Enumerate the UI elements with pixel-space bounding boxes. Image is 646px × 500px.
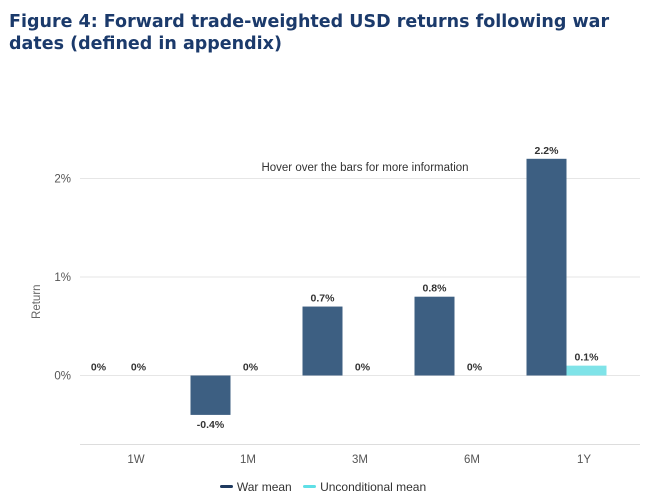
x-tick-label: 6M	[464, 454, 480, 466]
x-tick-label: 1M	[240, 454, 256, 466]
data-label: 0%	[131, 362, 147, 374]
legend-item-war-mean[interactable]: War mean	[219, 480, 292, 494]
legend-label-unconditional-mean: Unconditional mean	[320, 480, 427, 494]
x-tick-label: 1W	[127, 454, 144, 466]
bar-war-mean-1Y	[526, 158, 567, 376]
bar-war-mean-1M	[190, 375, 231, 415]
y-tick-label: 2%	[54, 174, 71, 186]
bar-unconditional-mean-1Y	[566, 365, 607, 376]
data-label: 0.7%	[311, 293, 336, 305]
data-label: 0.1%	[575, 352, 600, 364]
legend-label-war-mean: War mean	[236, 480, 292, 494]
data-label: -0.4%	[197, 419, 225, 431]
x-tick-label: 3M	[352, 454, 368, 466]
chart-title: Figure 4: Forward trade-weighted USD ret…	[9, 12, 610, 54]
data-label: 0%	[243, 362, 259, 374]
legend: War mean Unconditional mean	[0, 480, 646, 494]
data-label: 0%	[467, 362, 483, 374]
legend-item-unconditional-mean[interactable]: Unconditional mean	[303, 480, 426, 494]
bar-war-mean-3M	[302, 306, 343, 376]
data-label: 2.2%	[535, 145, 560, 157]
bar-war-mean-6M	[414, 296, 455, 376]
hover-hint: Hover over the bars for more information	[261, 162, 469, 174]
y-tick-label: 1%	[54, 272, 71, 284]
data-label: 0%	[91, 362, 107, 374]
legend-swatch-war-mean	[219, 485, 233, 489]
y-tick-label: 0%	[54, 371, 71, 383]
data-label: 0.8%	[423, 283, 448, 295]
legend-swatch-unconditional-mean	[303, 485, 317, 489]
x-tick-label: 1Y	[577, 454, 591, 466]
y-axis-title: Return	[31, 284, 43, 319]
data-label: 0%	[355, 362, 371, 374]
